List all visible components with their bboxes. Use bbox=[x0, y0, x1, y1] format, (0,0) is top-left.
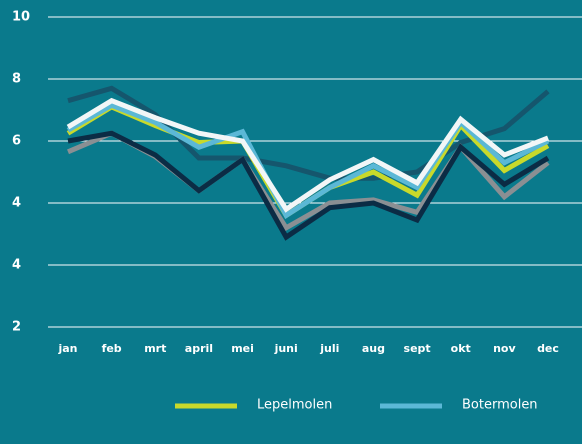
x-tick-label: jan bbox=[57, 342, 77, 355]
x-tick-label: sept bbox=[404, 342, 431, 355]
y-tick-label: 4 bbox=[12, 258, 21, 273]
x-tick-label: april bbox=[185, 342, 213, 355]
series-line bbox=[67, 85, 550, 181]
y-tick-label: 6 bbox=[12, 134, 21, 149]
x-tick-label: aug bbox=[362, 342, 385, 355]
y-tick-label: 2 bbox=[12, 320, 21, 335]
x-tick-label: juli bbox=[319, 342, 339, 355]
x-tick-label: mei bbox=[231, 342, 254, 355]
x-tick-label: nov bbox=[493, 342, 516, 355]
x-tick-label: dec bbox=[537, 342, 559, 355]
x-tick-label: okt bbox=[451, 342, 471, 355]
series-line bbox=[67, 130, 550, 241]
series-line bbox=[66, 97, 549, 213]
x-tick-label: mrt bbox=[144, 342, 166, 355]
x-tick-label: juni bbox=[274, 342, 298, 355]
y-tick-label: 8 bbox=[12, 72, 21, 87]
y-tick-label: 4 bbox=[12, 196, 21, 211]
series-line bbox=[66, 102, 550, 219]
legend-label: Lepelmolen bbox=[257, 398, 332, 413]
legend-label: Botermolen bbox=[462, 398, 538, 413]
x-tick-label: feb bbox=[102, 342, 122, 355]
y-tick-label: 10 bbox=[12, 10, 30, 25]
